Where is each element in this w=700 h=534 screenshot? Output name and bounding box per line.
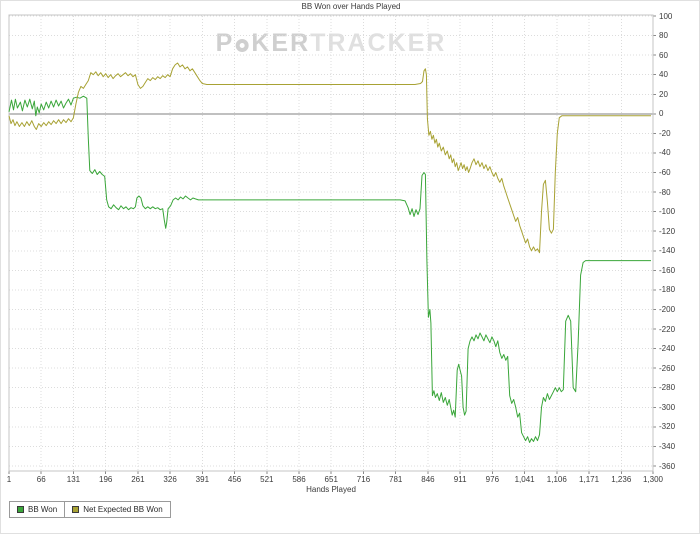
x-tick-label: 196 <box>98 475 113 484</box>
x-tick-label: 521 <box>260 475 274 484</box>
y-tick-label: 20 <box>659 89 668 99</box>
y-tick-label: -300 <box>659 402 676 412</box>
y-tick-label: -160 <box>659 265 676 275</box>
x-tick-label: 456 <box>227 475 242 484</box>
x-tick-label: 1,171 <box>579 475 600 484</box>
watermark-o-icon <box>235 39 249 52</box>
chart-title: BB Won over Hands Played <box>301 2 401 11</box>
y-tick-label: -180 <box>659 285 676 295</box>
x-tick-label: 651 <box>324 475 338 484</box>
y-tick-label: -120 <box>659 226 676 236</box>
x-axis-title: Hands Played <box>306 485 356 494</box>
y-tick-label: -100 <box>659 207 676 217</box>
y-tick-label: -280 <box>659 383 676 393</box>
x-tick-label: 911 <box>453 475 467 484</box>
y-tick-label: 100 <box>659 11 673 21</box>
x-tick-label: 326 <box>163 475 177 484</box>
y-tick-label: -220 <box>659 324 676 334</box>
legend-label-bb-won: BB Won <box>28 505 58 514</box>
x-tick-label: 391 <box>195 475 210 484</box>
legend-label-net-expected-bb-won: Net Expected BB Won <box>83 505 163 514</box>
y-tick-label: -60 <box>659 168 671 178</box>
y-tick-label: 80 <box>659 31 668 41</box>
x-tick-label: 1,300 <box>642 475 664 484</box>
x-tick-label: 716 <box>356 475 371 484</box>
y-tick-label: 40 <box>659 70 668 80</box>
x-tick-label: 1,041 <box>514 475 535 484</box>
y-tick-label: 60 <box>659 50 668 60</box>
watermark-tracker-text: TRACKER <box>310 29 447 57</box>
x-tick-label: 131 <box>66 475 81 484</box>
y-tick-label: -20 <box>659 128 671 138</box>
y-tick-label: -340 <box>659 441 676 451</box>
y-tick-label: -260 <box>659 363 676 373</box>
x-tick-label: 66 <box>36 475 46 484</box>
x-tick-label: 976 <box>485 475 500 484</box>
legend-item-net-expected-bb-won: Net Expected BB Won <box>64 502 169 517</box>
legend-item-bb-won: BB Won <box>10 502 64 517</box>
x-tick-label: 1,236 <box>611 475 632 484</box>
y-tick-label: -200 <box>659 304 676 314</box>
x-tick-label: 1,106 <box>546 475 567 484</box>
y-tick-label: -40 <box>659 148 671 158</box>
x-tick-label: 586 <box>292 475 306 484</box>
net-expected-bb-won-swatch <box>72 506 80 513</box>
y-tick-label: -140 <box>659 246 676 256</box>
bb-won-swatch <box>17 506 24 513</box>
y-tick-label: 0 <box>659 109 664 119</box>
y-tick-label: -320 <box>659 422 676 432</box>
y-tick-label: -240 <box>659 344 676 354</box>
legend: BB Won Net Expected BB Won <box>9 501 171 518</box>
x-tick-label: 781 <box>389 475 403 484</box>
y-tick-label: -80 <box>659 187 671 197</box>
x-tick-label: 1 <box>6 475 12 484</box>
x-tick-label: 846 <box>421 475 435 484</box>
x-tick-label: 261 <box>131 475 145 484</box>
y-tick-label: -360 <box>659 461 676 471</box>
